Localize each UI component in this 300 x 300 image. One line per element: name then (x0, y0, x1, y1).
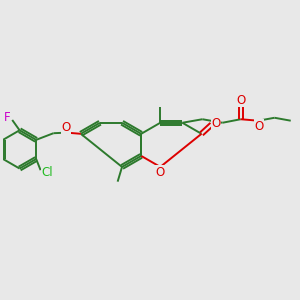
Text: O: O (236, 94, 245, 106)
Text: O: O (156, 166, 165, 179)
Text: Cl: Cl (41, 166, 53, 179)
Text: O: O (211, 117, 220, 130)
Text: F: F (4, 110, 10, 124)
Text: O: O (254, 119, 264, 133)
Text: O: O (61, 121, 71, 134)
